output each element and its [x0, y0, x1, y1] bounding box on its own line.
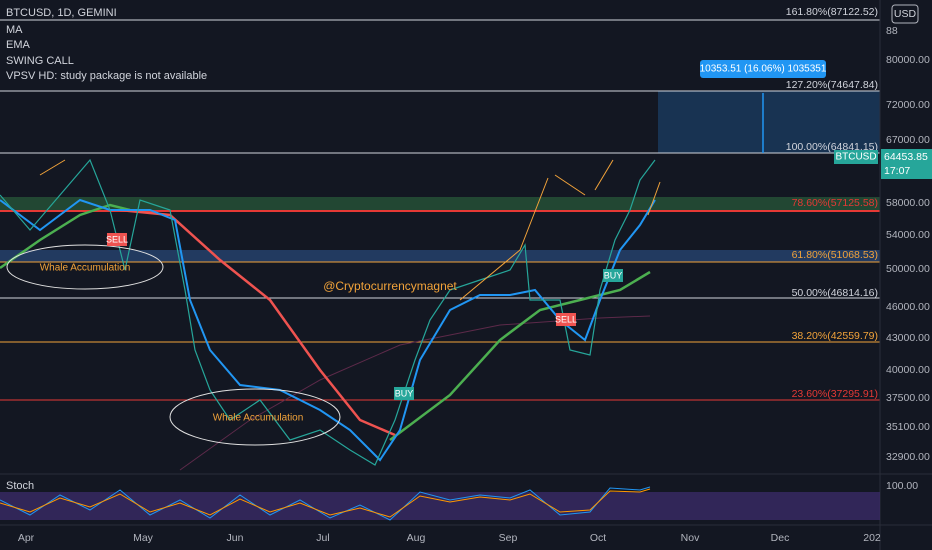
price-label: 32900.00 [886, 451, 930, 463]
last-price: 64453.85 [884, 151, 928, 163]
stoch-d [0, 488, 651, 518]
indicator-name: EMA [6, 39, 31, 51]
ema-slow [0, 203, 131, 270]
time-label: Dec [771, 532, 790, 544]
measure-zone [658, 91, 880, 153]
price-label: 80000.00 [886, 54, 930, 66]
arrow [39, 159, 66, 176]
measure-label-box [700, 60, 826, 78]
watermark: @Cryptocurrencymagnet [323, 279, 457, 293]
time-label: Nov [681, 532, 700, 544]
fib-label: 127.20%(74647.84) [786, 79, 878, 91]
arrow [647, 181, 661, 216]
time-label: Sep [499, 532, 518, 544]
stoch-band [0, 492, 880, 520]
time-label: Apr [18, 532, 35, 544]
ema-fast [0, 198, 656, 462]
price-line [0, 158, 656, 466]
signal-label: BUY [604, 270, 623, 280]
arrow [459, 177, 549, 301]
accumulation-ellipse [6, 244, 164, 290]
price-label: 43000.00 [886, 332, 930, 344]
price-label: 58000.00 [886, 197, 930, 209]
price-label: 54000.00 [886, 229, 930, 241]
price-label: 72000.00 [886, 99, 930, 111]
symbol-tag: BTCUSD [835, 152, 876, 163]
indicator-name: VPSV HD: study package is not available [6, 70, 207, 82]
time-label: Jul [316, 532, 329, 544]
fib-labels: 161.80%(87122.52) 127.20%(74647.84) 100.… [786, 6, 878, 400]
signal-label: SELL [555, 314, 577, 324]
support-zone [0, 250, 880, 262]
currency[interactable]: USD [894, 8, 917, 20]
price-label: 46000.00 [886, 301, 930, 313]
long-ma [179, 315, 651, 471]
signal-label: SELL [106, 234, 128, 244]
arrow [594, 159, 614, 191]
annotation: Whale Accumulation [213, 413, 304, 424]
last-price-box [881, 149, 932, 179]
fib-label: 23.60%(37295.91) [792, 388, 878, 400]
sell-signal [556, 313, 576, 326]
accumulation-ellipse [169, 388, 341, 446]
symbol-tag-box [834, 150, 878, 164]
stoch-axis-label: 100.00 [886, 480, 918, 492]
fib-label: 61.80%(51068.53) [792, 249, 878, 261]
fib-label: 100.00%(64841.15) [786, 141, 878, 153]
ema-slow [389, 270, 651, 441]
indicator-name: SWING CALL [6, 55, 74, 67]
time-axis: Apr May Jun Jul Aug Sep Oct Nov Dec 202 [18, 532, 881, 544]
legend: BTCUSD, 1D, GEMINI MA EMA SWING CALL VPS… [6, 7, 207, 82]
buy-signal [394, 387, 414, 400]
price-labels: 88 80000.00 72000.00 67000.00 58000.00 5… [886, 25, 930, 463]
currency-button[interactable] [891, 4, 919, 24]
indicator-name: MA [6, 24, 23, 36]
fib-label: 161.80%(87122.52) [786, 6, 878, 18]
pane-title: Stoch [6, 480, 34, 492]
fib-lines [0, 19, 880, 401]
measure-label: 10353.51 (16.06%) 1035351 [700, 64, 827, 75]
price-label: 88 [886, 25, 898, 37]
annotation: Whale Accumulation [40, 263, 131, 274]
fib-label: 38.20%(42559.79) [792, 330, 878, 342]
time-label: Oct [590, 532, 606, 544]
price-label: 37500.00 [886, 392, 930, 404]
support-zone [0, 197, 880, 211]
ma-line [119, 208, 396, 437]
sell-signal [107, 233, 127, 246]
time-label: Aug [407, 532, 426, 544]
price-label: 50000.00 [886, 263, 930, 275]
price-label: 40000.00 [886, 364, 930, 376]
price-label: 67000.00 [886, 134, 930, 146]
time-label: May [133, 532, 154, 544]
signal-label: BUY [395, 388, 414, 398]
price-label: 35100.00 [886, 421, 930, 433]
time-label: Jun [227, 532, 244, 544]
time-label: 202 [863, 532, 881, 544]
fib-label: 78.60%(57125.58) [792, 197, 878, 209]
buy-signal [603, 269, 623, 282]
fib-label: 50.00%(46814.16) [792, 287, 878, 299]
symbol-title: BTCUSD, 1D, GEMINI [6, 7, 117, 19]
drawn-arrows [39, 159, 661, 301]
countdown: 17:07 [884, 165, 910, 177]
arrow [554, 174, 586, 196]
price-axis [880, 0, 932, 472]
